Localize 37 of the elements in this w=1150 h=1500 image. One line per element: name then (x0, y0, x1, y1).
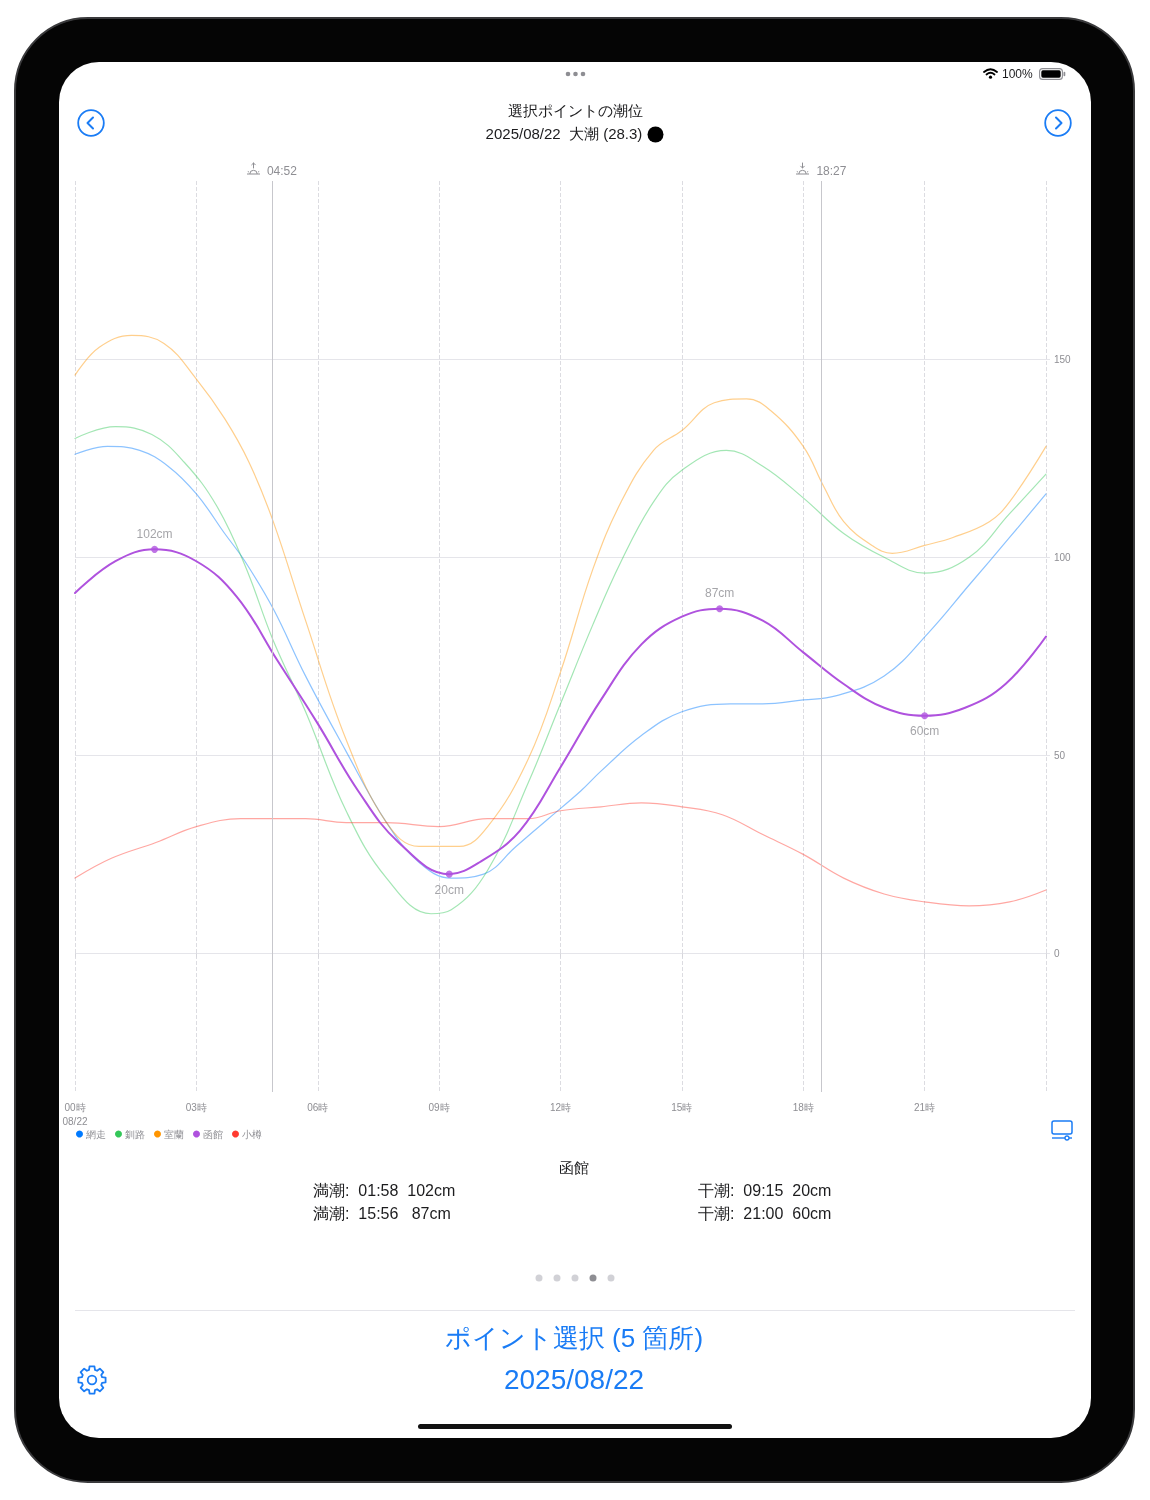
point (921, 712, 929, 720)
ref-line-label: 04:52 (266, 164, 298, 178)
x-tick-label: 00時 08/22 (62, 1101, 88, 1127)
text: 2025/08/22 (503, 1363, 645, 1397)
point (716, 605, 724, 613)
x-tick-label: 09時 (428, 1101, 450, 1113)
y-tick-label: 150 (1054, 353, 1072, 365)
point (151, 545, 159, 553)
x-tick-label: 18時 (792, 1101, 814, 1113)
ref-line-label: 18:27 (816, 164, 847, 178)
x-tick-label: 06時 (307, 1101, 329, 1113)
legend-label: 小樽 (242, 1128, 262, 1140)
x-tick-label: 12時 (549, 1101, 572, 1113)
text: 干潮: 21:00 60cm (698, 1204, 832, 1224)
y-tick-label: 50 (1054, 749, 1066, 761)
text: 満潮: 15:56 87cm (313, 1204, 451, 1224)
legend-label: 釧路 (125, 1128, 145, 1140)
chart-title: 選択ポイントの潮位 (506, 101, 644, 121)
legend-label: 室蘭 (164, 1128, 184, 1140)
data-label: 87cm (704, 586, 735, 601)
text: 函館 (559, 1159, 589, 1177)
data-label: 60cm (909, 724, 940, 739)
chart-subtitle: 2025/08/22 大潮 (28.3) (485, 124, 643, 144)
data-label: 102cm (136, 526, 173, 541)
y-tick-label: 0 (1054, 947, 1060, 959)
legend-label: 函館 (203, 1128, 223, 1140)
text: 干潮: 09:15 20cm (698, 1181, 832, 1201)
x-tick-label: 15時 (671, 1101, 693, 1113)
point (445, 870, 453, 878)
x-tick-label: 03時 (185, 1101, 207, 1113)
data-label: 20cm (434, 882, 464, 897)
legend-label: 網走 (85, 1128, 106, 1140)
x-tick-label: 21時 (914, 1101, 936, 1113)
text: ポイント選択 (5 箇所) (444, 1323, 704, 1355)
y-tick-label: 100 (1054, 551, 1072, 563)
text: 満潮: 01:58 102cm (313, 1181, 456, 1201)
text: 100% (1002, 66, 1033, 82)
